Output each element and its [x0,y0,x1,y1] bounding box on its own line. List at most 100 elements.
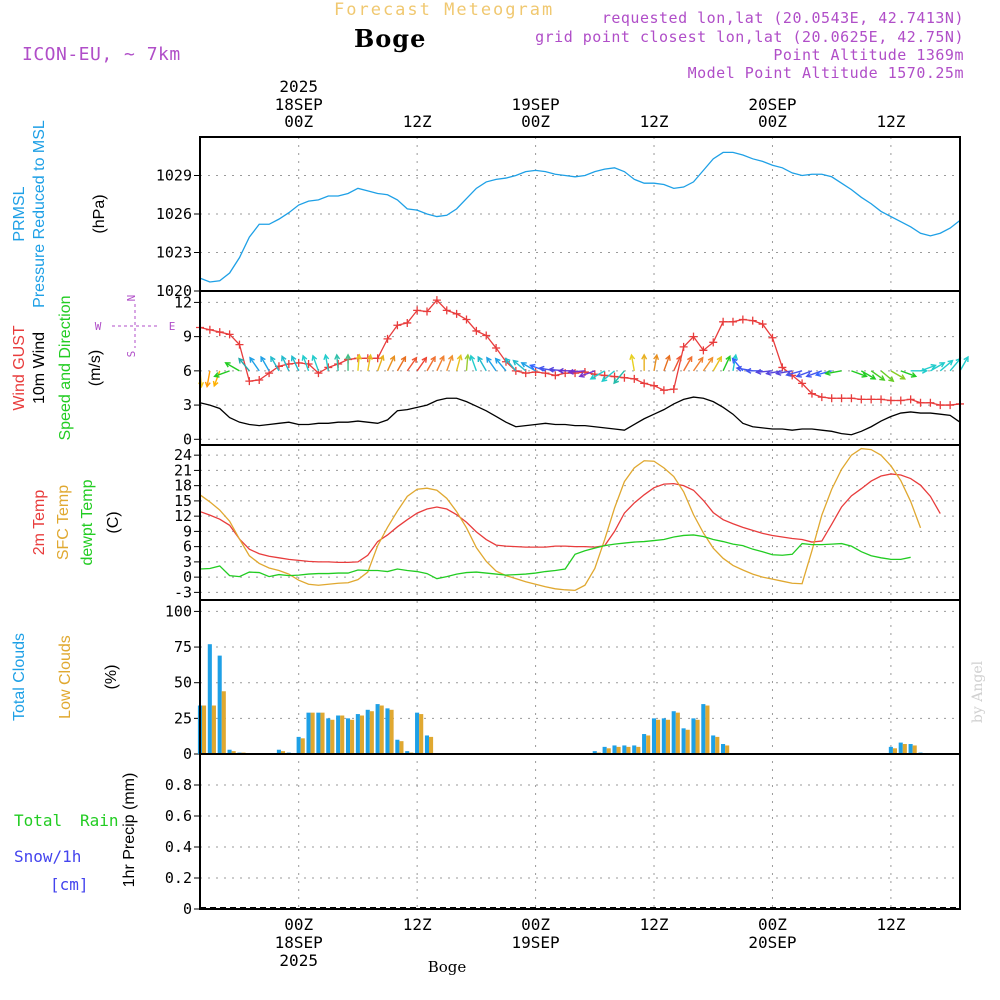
wind-arrow-head [464,353,471,360]
wind-direction-arrow [270,356,280,372]
wind-arrow-head [567,368,574,375]
wind-arrow-head [707,356,714,363]
panel-label: SFC Temp [55,485,72,560]
wind-direction-arrow [396,356,407,372]
wind-arrow-head [334,353,341,360]
cloud-bar [632,745,637,754]
series-line [199,299,961,406]
panel-precip: 0 0.2 0.4 0.6 0.8 Total Rain Snow/1h [cm] 1hr Pre… [14,753,961,918]
cloud-bar [379,705,384,754]
y-tick-label: 1020 [156,282,192,300]
wind-direction-arrow [673,356,682,372]
cloud-bar [685,729,690,754]
wind-direction-arrow [260,356,270,372]
cloud-bar [365,709,370,754]
compass-s: S [125,351,138,358]
wind-direction-arrow [406,357,418,372]
cloud-bar [592,751,597,754]
cloud-bar [691,718,696,754]
wind-arrow-head [795,372,802,378]
wind-arrow-head [477,355,483,363]
wind-arrow-head [538,365,545,372]
y-tick-label: 6 [183,538,192,556]
wind-direction-arrow [663,355,671,372]
cloud-bar [606,748,611,754]
wind-direction-arrow [613,370,625,384]
wind-direction-arrow [702,357,714,372]
cloud-bar [280,751,286,754]
gust-marker [669,385,678,394]
gust-marker [205,325,214,334]
panel-label: Wind GUST [11,325,28,411]
wind-arrow-head [486,356,492,363]
cloud-bar [908,744,913,754]
gust-marker [906,395,915,404]
panel-unit: (%) [103,665,120,690]
gust-marker [946,401,955,410]
wind-direction-arrow [939,360,953,372]
gust-marker [936,401,945,410]
cloud-bar [898,742,903,754]
wind-arrow-head [824,369,831,376]
y-tick-label: 15 [174,492,192,510]
wind-arrow-head [345,353,352,360]
wind-direction-arrow [477,356,487,372]
gust-marker [867,395,876,404]
wind-arrow-head [653,353,660,361]
wind-arrow-head [547,366,555,373]
wind-arrow-head [213,372,220,378]
point-altitude: Point Altitude 1369m [773,46,964,64]
y-tick-label: 0.2 [165,869,192,887]
panel-unit: 1hr Precip (mm) [121,773,138,888]
cloud-bar [612,745,617,754]
wind-arrow-head [366,353,373,361]
wind-direction-arrow [436,356,445,372]
wind-arrow-head [494,357,501,364]
cloud-bar [276,749,281,754]
cloud-bar [221,691,226,754]
y-tick-label: 18 [174,477,192,495]
wind-direction-arrow [416,357,427,372]
cloud-bar [705,705,710,754]
gust-marker [600,371,609,380]
gust-marker [689,332,698,341]
cloud-bar [316,712,321,754]
wind-direction-arrow [386,356,395,372]
series-line [199,473,941,564]
wind-arrow-head [323,353,330,361]
y-tick-label: 9 [183,522,192,540]
gust-marker [462,315,471,324]
gust-marker [215,328,224,337]
grid-point-location: grid point closest lon,lat (20.0625E, 42… [535,28,964,46]
top-tick-label: 00Z [758,112,787,131]
panel-pressure: 1020 1023 1026 1029 PRMSL Pressure Reduced to… [11,120,961,308]
cloud-bar [296,736,301,754]
wind-direction-arrow [513,360,527,372]
wind-direction-arrow [505,358,517,372]
wind-arrow-head [355,353,362,360]
wind-direction-arrow [851,370,867,377]
gust-marker [827,394,836,403]
wind-direction-arrow [579,370,596,377]
wind-arrow-head [224,362,231,368]
panel-label: 2m Temp [31,490,48,556]
gust-marker [482,331,491,340]
cloud-bar [385,708,390,754]
wind-arrow-head [725,355,731,362]
gust-marker [531,367,540,376]
wind-direction-arrow [590,370,606,380]
cloud-bar [429,736,434,754]
bottom-tick-label: 12Z [403,915,432,934]
wind-arrow-head [765,369,772,376]
gust-marker [916,398,925,407]
cloud-bar [355,714,360,754]
wind-direction-arrow [446,355,453,372]
y-tick-label: 21 [174,461,192,479]
wind-direction-arrow [225,362,240,372]
wind-arrow-head [861,372,868,378]
gust-marker [837,394,846,403]
compass-cross [112,304,160,348]
chart-kind-title: Forecast Meteogram [334,0,555,20]
bottom-day-label: 19SEP [511,933,559,952]
